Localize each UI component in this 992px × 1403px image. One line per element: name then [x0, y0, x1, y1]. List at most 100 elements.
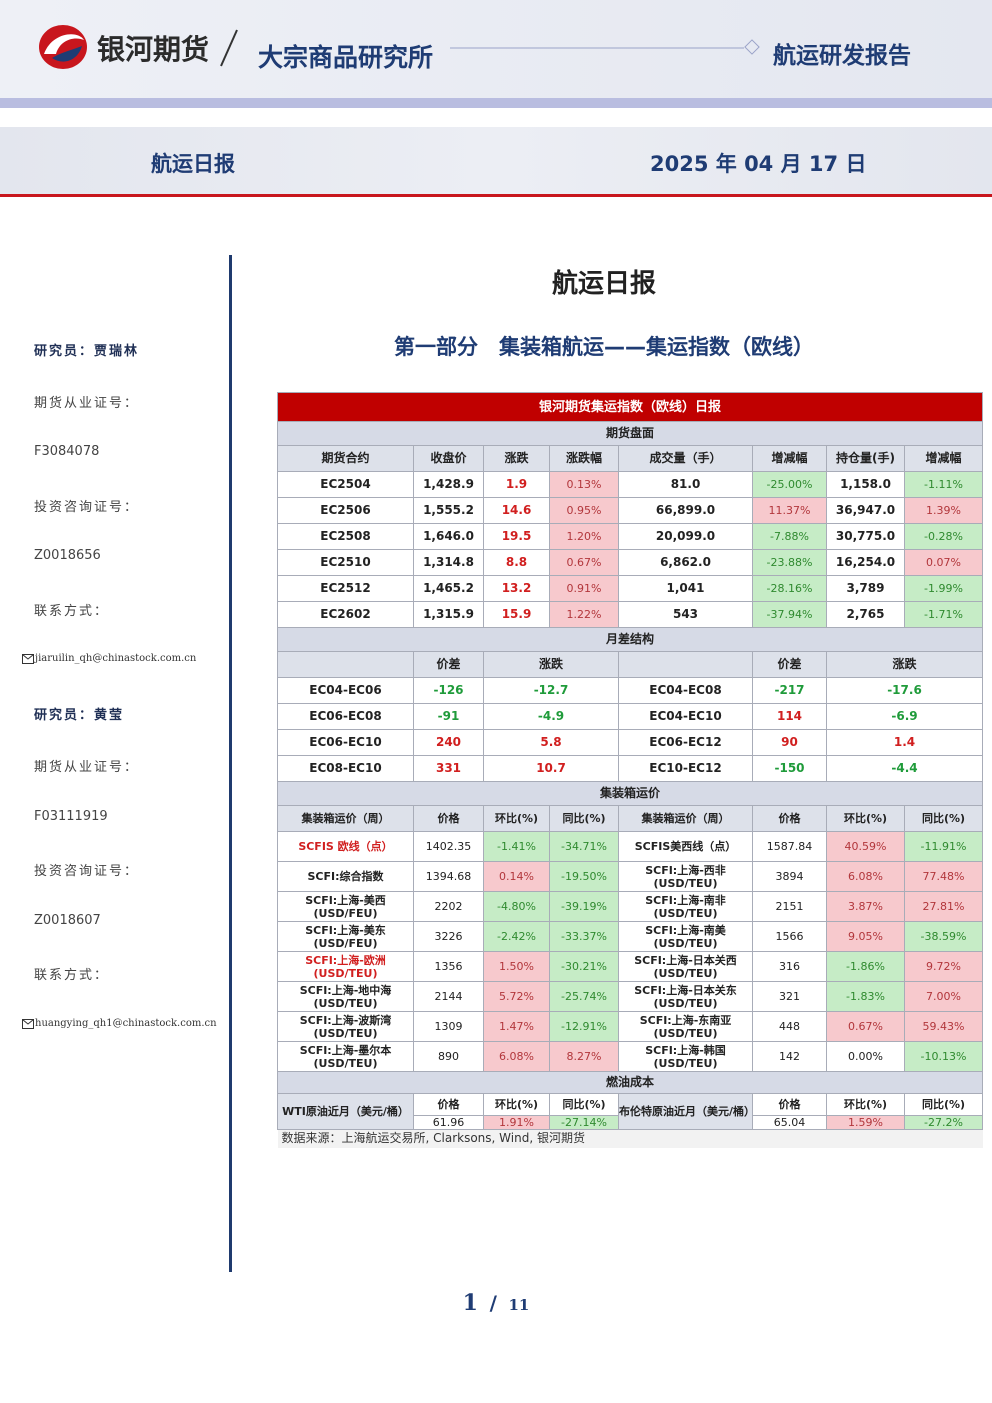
cell: -4.9	[483, 703, 619, 730]
email: jiaruilin_qh@chinastock.com.cn	[35, 653, 197, 664]
cell: 2202	[413, 891, 484, 922]
table-row: EC08-EC10 331 10.7 EC10-EC12 -150 -4.4	[277, 755, 984, 782]
cell: EC2602	[277, 601, 414, 628]
label: 投资咨询证号：	[34, 864, 140, 879]
cell: 3226	[413, 921, 484, 952]
cell: SCFI:综合指数	[277, 861, 414, 892]
license: Z0018607	[34, 913, 101, 928]
cell: WTI原油近月（美元/桶）	[277, 1093, 414, 1130]
cell: 1.4	[825, 729, 984, 756]
cell: 收盘价	[413, 445, 484, 472]
cell: EC2506	[277, 497, 414, 524]
table-row: EC06-EC08 -91 -4.9 EC04-EC10 114 -6.9	[277, 703, 984, 730]
cell: 16,254.0	[826, 549, 905, 576]
cell: 0.91%	[549, 575, 619, 602]
cell: SCFI:上海-韩国 (USD/TEU)	[618, 1041, 753, 1072]
table-row: 集装箱运价	[276, 781, 984, 806]
cell: 9.72%	[903, 951, 984, 982]
cell: -126	[413, 677, 484, 704]
table-row: 月差结构	[276, 627, 984, 652]
cell: 集装箱运价	[276, 781, 984, 806]
cell: 数据来源：上海航运交易所, Clarksons, Wind, 银河期货	[277, 1129, 983, 1148]
cell: 81.0	[618, 471, 753, 498]
cell: SCFI:上海-美西 (USD/FEU)	[277, 891, 414, 922]
cell: 0.67%	[826, 1011, 905, 1042]
cell: 40.59%	[826, 831, 905, 862]
slash	[220, 29, 238, 67]
cell: 1309	[413, 1011, 484, 1042]
cell: SCFIS 欧线（点）	[277, 831, 414, 862]
cell	[618, 651, 753, 678]
cell: 0.13%	[549, 471, 619, 498]
cell: SCFI:上海-日本关西 (USD/TEU)	[618, 951, 753, 982]
cell: 价格	[752, 1093, 827, 1116]
cell: 1,646.0	[413, 523, 484, 550]
cell: 环比(%)	[483, 805, 550, 832]
institute: 大宗商品研究所	[258, 43, 434, 72]
cell: 成交量（手）	[618, 445, 753, 472]
cell: 7.00%	[903, 981, 984, 1012]
cell: -30.21%	[549, 951, 619, 982]
mail-icon	[22, 654, 34, 664]
cell: 1.22%	[549, 601, 619, 628]
header-rule	[450, 39, 760, 55]
cell: SCFI:上海-南美 (USD/TEU)	[618, 921, 753, 952]
cell: 涨跌	[483, 651, 619, 678]
page-current: 1	[462, 1290, 478, 1316]
table-row: EC2504 1,428.9 1.9 0.13% 81.0 -25.00% 1,158.0-…	[277, 471, 984, 498]
researcher: 研究员：黄莹	[34, 708, 125, 723]
cell: -10.13%	[903, 1041, 984, 1072]
cell: -7.88%	[752, 523, 827, 550]
banner-rule	[0, 194, 992, 197]
header-stripe	[0, 98, 992, 108]
cell: 增减幅	[903, 445, 984, 472]
cell: EC2504	[277, 471, 414, 498]
cell: 8.27%	[549, 1041, 619, 1072]
cell: 11.37%	[752, 497, 827, 524]
cell: 6.08%	[483, 1041, 550, 1072]
cell: 90	[752, 729, 827, 756]
cell: -1.99%	[903, 575, 984, 602]
cell: 3894	[752, 861, 827, 892]
cell: -1.86%	[826, 951, 905, 982]
cell: 0.00%	[826, 1041, 905, 1072]
cell: 6,862.0	[618, 549, 753, 576]
table-row: EC04-EC06 -126 -12.7 EC04-EC08 -217 -17.6	[277, 677, 984, 704]
cell	[277, 651, 414, 678]
cell: -4.80%	[483, 891, 550, 922]
cell: 890	[413, 1041, 484, 1072]
cell: 价差	[413, 651, 484, 678]
cell: 14.6	[483, 497, 550, 524]
cell: 1.47%	[483, 1011, 550, 1042]
cell: -1.11%	[903, 471, 984, 498]
cell: EC04-EC08	[618, 677, 753, 704]
cell: 321	[752, 981, 827, 1012]
cell: -28.16%	[752, 575, 827, 602]
divider	[229, 255, 232, 1272]
cell: 543	[618, 601, 753, 628]
cell: -12.91%	[549, 1011, 619, 1042]
cell: 3.87%	[826, 891, 905, 922]
cell: 142	[752, 1041, 827, 1072]
cell: -23.88%	[752, 549, 827, 576]
page-separator: /	[489, 1291, 497, 1315]
table-row: SCFI:上海-波斯湾 (USD/TEU) 1309 1.47% -12.91% SCF…	[277, 1011, 984, 1042]
main-title: 航运日报	[551, 269, 656, 299]
cell: -34.71%	[549, 831, 619, 862]
license: F3084078	[34, 444, 100, 459]
cell: 19.5	[483, 523, 550, 550]
label: 投资咨询证号：	[34, 500, 140, 515]
cell: -25.00%	[752, 471, 827, 498]
researcher: 研究员：贾瑞林	[34, 344, 140, 359]
cell: 10.7	[483, 755, 619, 782]
cell: EC06-EC08	[277, 703, 414, 730]
cell: -25.74%	[549, 981, 619, 1012]
cell: 价差	[752, 651, 827, 678]
cell: 61.96	[413, 1115, 484, 1130]
cell: -38.59%	[903, 921, 984, 952]
cell: 240	[413, 729, 484, 756]
cell: 316	[752, 951, 827, 982]
table-row: EC06-EC10 240 5.8 EC06-EC12 90 1.4	[277, 729, 984, 756]
cell: 6.08%	[826, 861, 905, 892]
cell: 2151	[752, 891, 827, 922]
